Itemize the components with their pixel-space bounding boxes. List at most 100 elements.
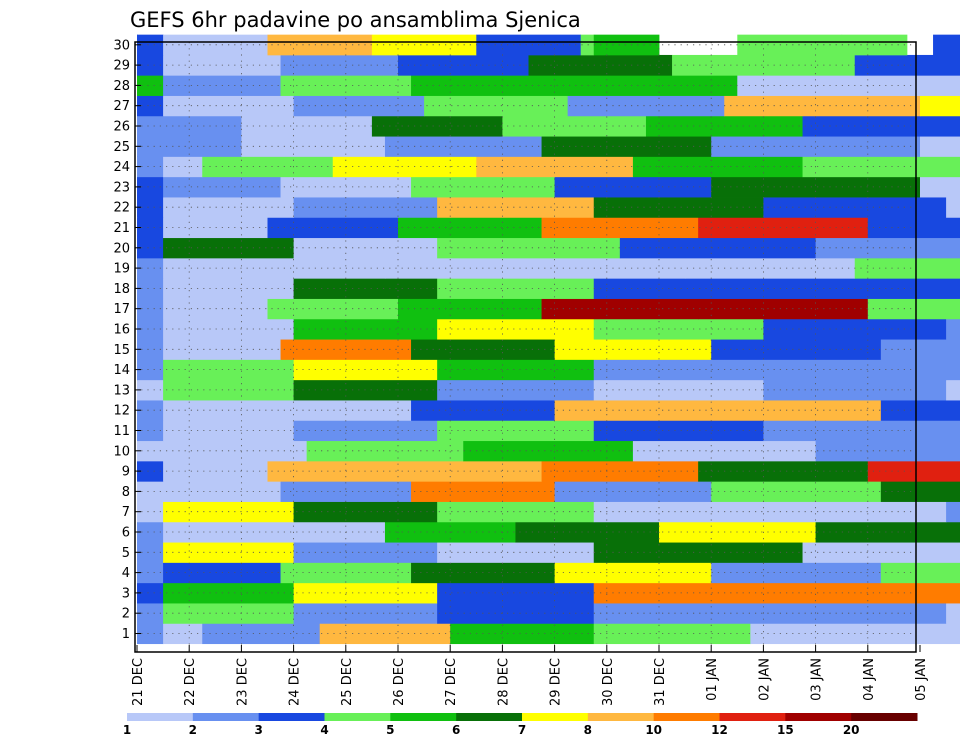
heatmap-cell — [841, 34, 908, 56]
heatmap-cell — [437, 603, 595, 624]
heatmap-cell — [750, 623, 921, 645]
colorbar-segment — [192, 713, 260, 721]
colorbar-label: 4 — [320, 723, 328, 737]
y-tick-label: 10 — [113, 444, 130, 459]
x-tick-label: 30 DEC — [601, 658, 616, 706]
y-tick-label: 21 — [113, 221, 130, 236]
colorbar-label: 8 — [584, 723, 592, 737]
y-tick-label: 7 — [122, 505, 130, 520]
heatmap-cell — [946, 75, 960, 96]
y-tick-label: 4 — [122, 566, 130, 581]
heatmap-cell — [593, 623, 751, 645]
y-tick-label: 15 — [113, 343, 130, 358]
heatmap-cell — [593, 603, 764, 624]
y-tick-label: 11 — [113, 424, 130, 439]
heatmap-cell — [541, 298, 699, 320]
heatmap-cell — [711, 400, 882, 421]
y-tick-label: 5 — [122, 546, 130, 561]
heatmap-cell — [437, 359, 595, 381]
heatmap-cell — [163, 156, 203, 178]
x-tick-label: 04 JAN — [862, 658, 877, 701]
heatmap-cell — [137, 115, 242, 137]
heatmap-cell — [920, 176, 960, 198]
heatmap-cell — [137, 603, 164, 624]
y-tick-label: 2 — [122, 607, 130, 622]
heatmap-cell — [137, 298, 164, 320]
colorbar-label: 10 — [645, 723, 662, 737]
heatmap-cell — [867, 217, 960, 239]
heatmap-cell — [202, 623, 321, 645]
heatmap-cell — [593, 359, 764, 381]
heatmap-cell — [711, 339, 882, 360]
heatmap-cell — [593, 34, 660, 56]
plot-frame — [134, 41, 917, 653]
heatmap-cell — [137, 339, 164, 360]
heatmap-cell — [137, 420, 164, 442]
heatmap-cell — [711, 176, 921, 198]
heatmap-cell — [920, 136, 960, 157]
y-tick-label: 19 — [113, 262, 130, 277]
heatmap-cell — [593, 582, 764, 604]
y-tick-label: 13 — [113, 383, 130, 398]
heatmap-cell — [515, 521, 660, 543]
heatmap-cell — [137, 176, 164, 198]
colorbar-label: 2 — [189, 723, 197, 737]
heatmap-cell — [554, 481, 712, 502]
colorbar-label: 1 — [123, 723, 131, 737]
heatmap-cell — [437, 420, 595, 442]
y-tick-label: 14 — [113, 363, 130, 378]
heatmap-cell — [267, 257, 386, 279]
colorbar-segment — [653, 713, 720, 721]
heatmap-cell — [137, 75, 164, 96]
colorbar-label: 5 — [386, 723, 394, 737]
heatmap-cell — [267, 521, 386, 543]
heatmap-cell — [437, 278, 595, 299]
heatmap-cell — [880, 400, 960, 421]
heatmap-cell — [815, 440, 960, 462]
x-tick-label: 21 DEC — [131, 658, 146, 706]
heatmap-cell — [137, 359, 164, 381]
heatmap-cell — [137, 379, 164, 401]
y-tick-label: 6 — [122, 526, 130, 541]
colorbar-label: 3 — [254, 723, 262, 737]
heatmap-cell — [280, 54, 399, 76]
heatmap-cell — [163, 623, 203, 645]
heatmap-cell — [137, 481, 164, 502]
x-tick-label: 28 DEC — [496, 658, 511, 706]
y-tick-label: 9 — [122, 465, 130, 480]
heatmap-cell — [554, 75, 738, 96]
heatmap-cell — [867, 298, 960, 320]
x-tick-label: 02 JAN — [757, 658, 772, 701]
colorbar-label: 6 — [452, 723, 460, 737]
x-tick-label: 27 DEC — [444, 658, 459, 706]
heatmap-cell — [854, 257, 960, 279]
heatmap-cell — [137, 460, 164, 482]
colorbar-label: 15 — [777, 723, 794, 737]
heatmap-cell — [267, 217, 399, 239]
y-tick-label: 23 — [113, 180, 130, 195]
heatmap-cell — [267, 460, 399, 482]
heatmap-cell — [267, 298, 399, 320]
heatmap-cell — [163, 521, 268, 543]
heatmap-cell — [502, 115, 647, 137]
heatmap-cell — [554, 339, 712, 360]
heatmap-cell — [698, 460, 869, 482]
heatmap-cell — [815, 521, 960, 543]
heatmap-cell — [946, 318, 960, 340]
heatmap-cell — [802, 542, 960, 563]
heatmap-cell — [163, 257, 268, 279]
heatmap-cell — [137, 54, 164, 76]
heatmap-cell — [946, 501, 960, 523]
heatmap-cell — [698, 217, 869, 239]
colorbar-segment — [719, 713, 786, 721]
heatmap-cell — [137, 217, 164, 239]
heatmap-cell — [137, 318, 164, 340]
colorbar-segment — [456, 713, 523, 721]
heatmap-cell — [802, 156, 960, 178]
heatmap-cell — [815, 278, 960, 299]
heatmap-cell — [137, 521, 164, 543]
heatmap-cell — [920, 623, 960, 645]
heatmap-cell — [137, 582, 164, 604]
heatmap-cell — [567, 95, 725, 117]
